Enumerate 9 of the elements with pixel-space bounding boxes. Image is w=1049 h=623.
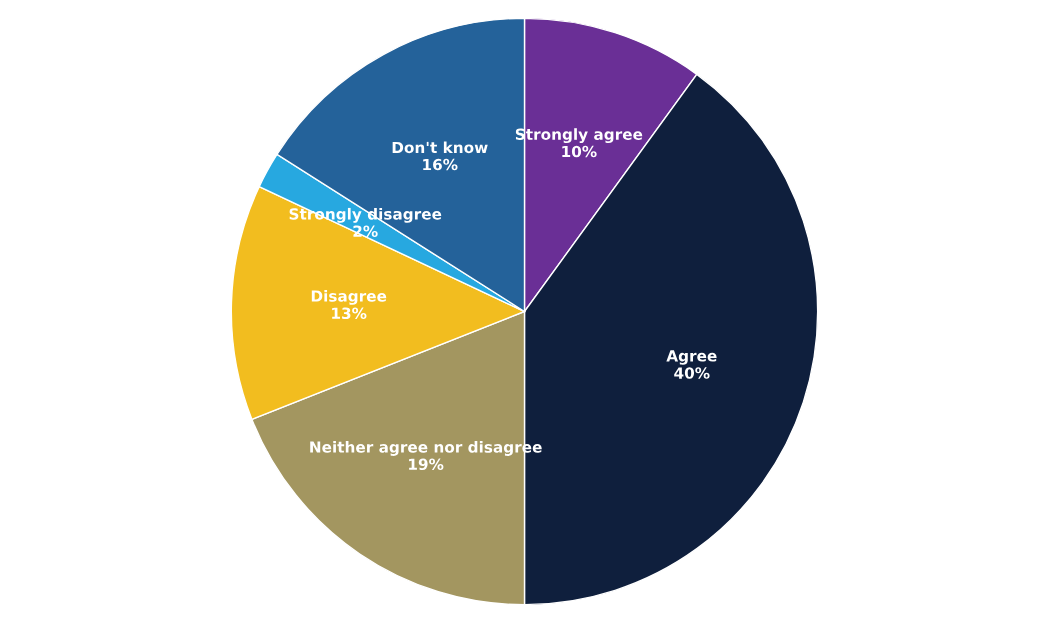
slice-label: Agree — [666, 350, 717, 365]
slice-label: Disagree — [311, 289, 387, 305]
data-label: 19% — [409, 458, 444, 471]
data-label: 2% — [353, 225, 378, 237]
data-label: 13% — [332, 307, 367, 320]
data-label: 40% — [674, 367, 710, 379]
data-label: 16% — [423, 158, 458, 171]
data-label: 10% — [562, 145, 597, 158]
slice-label: Don't know — [392, 141, 488, 154]
